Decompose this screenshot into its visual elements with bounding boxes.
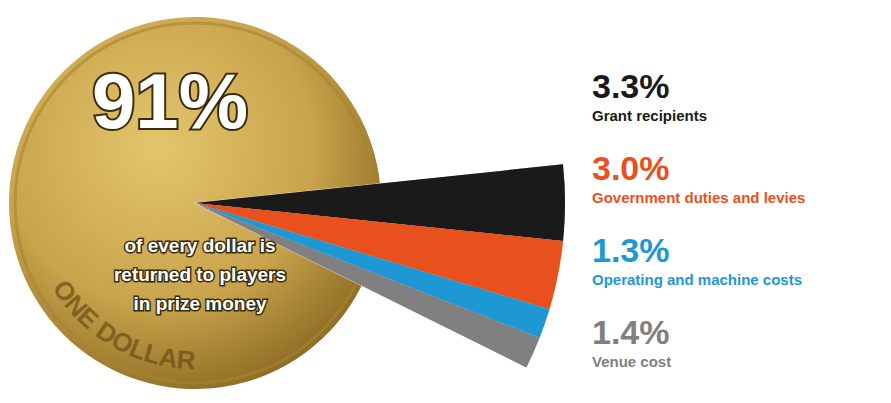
svg-text:in prize money: in prize money xyxy=(133,293,266,314)
svg-text:ONE DOLLAR: ONE DOLLAR xyxy=(47,274,197,375)
svg-text:of every dollar is: of every dollar is xyxy=(124,235,275,256)
svg-text:Grant recipients: Grant recipients xyxy=(592,107,707,124)
svg-text:3.3%: 3.3% xyxy=(592,67,670,105)
svg-text:Government duties and levies: Government duties and levies xyxy=(592,189,805,206)
svg-text:1.4%: 1.4% xyxy=(592,313,670,351)
svg-text:returned to players: returned to players xyxy=(114,264,286,285)
svg-text:3.0%: 3.0% xyxy=(592,149,670,187)
svg-text:Venue cost: Venue cost xyxy=(592,353,671,370)
svg-text:91%: 91% xyxy=(92,57,248,145)
svg-text:Operating and machine costs: Operating and machine costs xyxy=(592,271,802,288)
svg-text:1.3%: 1.3% xyxy=(592,231,670,269)
